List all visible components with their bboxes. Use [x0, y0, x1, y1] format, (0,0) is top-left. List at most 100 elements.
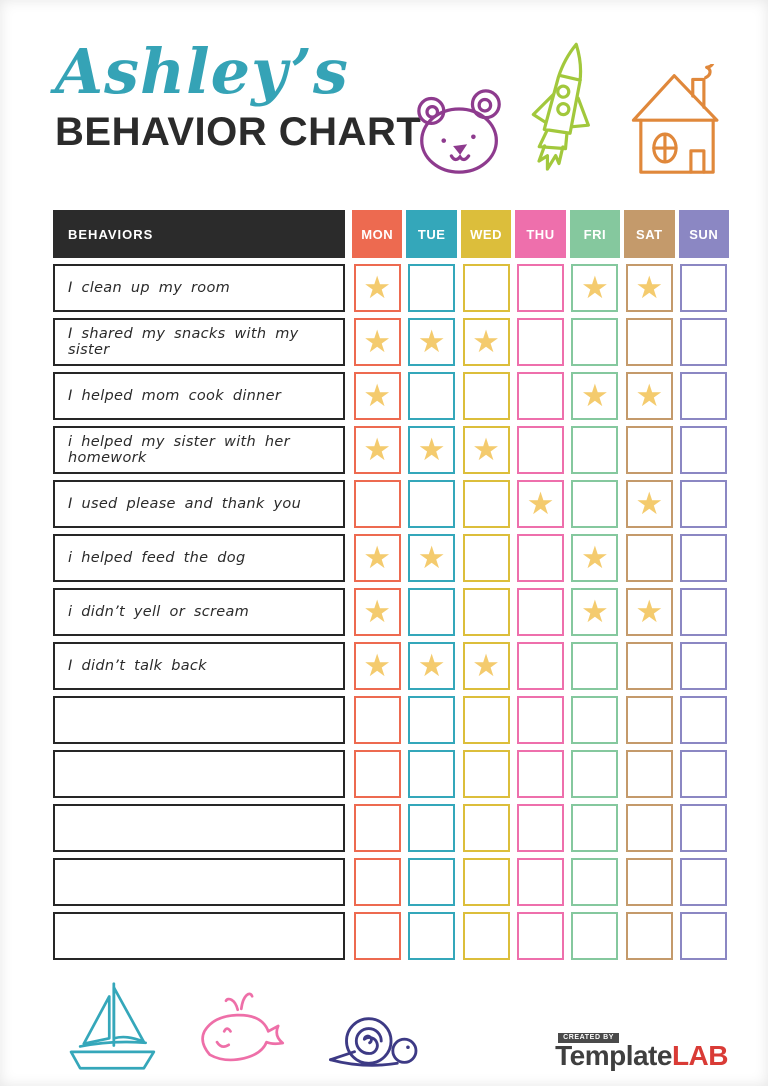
star-cell-tue: [408, 264, 456, 312]
day-slot-fri: ★: [568, 588, 622, 636]
star-cell-wed: [462, 480, 510, 528]
star-cell-wed: [462, 750, 510, 798]
star-icon: ★: [417, 323, 446, 359]
day-header-mon: MON: [352, 210, 403, 258]
star-cell-thu: [516, 858, 564, 906]
star-cell-sun: [680, 696, 728, 744]
day-slot-mon: ★: [350, 588, 404, 636]
day-slot-wed: [459, 858, 513, 906]
day-slot-mon: ★: [350, 426, 404, 474]
table-row: [53, 858, 731, 906]
star-icon: ★: [472, 323, 500, 359]
star-cell-thu: [516, 804, 564, 852]
star-cell-tue: [408, 696, 456, 744]
star-cell-sat: ★: [625, 480, 673, 528]
day-slot-wed: [459, 372, 513, 420]
star-cell-sun: [680, 264, 728, 312]
star-icon: ★: [580, 593, 609, 629]
day-slot-thu: [513, 588, 567, 636]
day-header-sun: SUN: [678, 210, 729, 258]
behavior-chart-table: BEHAVIORS MON TUE WED THU FRI SAT SUN I clean …: [53, 210, 731, 966]
day-slot-mon: [350, 480, 404, 528]
created-by-badge: CREATED BY: [558, 1033, 620, 1043]
brand-logo-text: TemplateLAB: [555, 1042, 728, 1070]
star-cell-sat: ★: [625, 588, 673, 636]
day-slot-sat: [622, 318, 676, 366]
day-slot-sun: [677, 264, 731, 312]
star-cell-thu: ★: [516, 480, 564, 528]
brand-logo: CREATED BY TemplateLAB: [555, 1026, 729, 1070]
star-icon: ★: [417, 539, 446, 575]
day-slot-thu: [513, 372, 567, 420]
star-cell-sat: [625, 642, 673, 690]
table-row: I clean up my room ★ ★ ★: [53, 264, 731, 312]
star-icon: ★: [417, 647, 446, 683]
star-cell-tue: [408, 750, 456, 798]
day-slot-thu: [513, 858, 567, 906]
star-cell-tue: [408, 372, 456, 420]
star-cell-fri: [571, 642, 619, 690]
table-row: [53, 750, 731, 798]
star-icon: ★: [363, 593, 392, 629]
day-slot-thu: [513, 804, 567, 852]
day-header-thu: THU: [515, 210, 566, 258]
star-cell-sun: [680, 372, 728, 420]
page-header: Ashley’s BEHAVIOR CHART: [55, 30, 421, 155]
star-cell-fri: ★: [571, 534, 619, 582]
brand-name-part2: LAB: [671, 1040, 729, 1071]
day-slot-sun: [677, 588, 731, 636]
star-icon: ★: [472, 431, 500, 467]
day-slot-tue: [404, 696, 458, 744]
day-slot-sun: [677, 534, 731, 582]
top-decorations: [412, 40, 728, 182]
day-slot-tue: [404, 372, 458, 420]
day-slot-sat: [622, 534, 676, 582]
day-slot-thu: [513, 642, 567, 690]
behavior-rows: I clean up my room ★ ★ ★ I shared my snacks …: [53, 264, 731, 960]
behavior-label: I helped mom cook dinner: [53, 372, 345, 420]
star-cell-fri: ★: [571, 372, 619, 420]
table-row: [53, 696, 731, 744]
behavior-label: I shared my snacks with my sister: [53, 318, 345, 366]
star-cell-thu: [516, 426, 564, 474]
day-slot-sat: [622, 696, 676, 744]
behavior-label: i helped my sister with her homework: [53, 426, 345, 474]
day-slot-tue: ★: [404, 318, 458, 366]
star-cell-mon: ★: [353, 642, 401, 690]
day-slot-fri: [568, 480, 622, 528]
day-slot-tue: [404, 804, 458, 852]
star-cell-wed: [462, 534, 510, 582]
day-slot-fri: ★: [568, 534, 622, 582]
day-slot-tue: ★: [404, 534, 458, 582]
star-cell-fri: [571, 750, 619, 798]
day-slot-thu: [513, 696, 567, 744]
star-cell-sat: [625, 426, 673, 474]
star-cell-wed: [462, 804, 510, 852]
star-cell-mon: [353, 804, 401, 852]
star-icon: ★: [580, 377, 609, 413]
day-slot-sun: [677, 804, 731, 852]
table-row: I helped mom cook dinner ★ ★ ★: [53, 372, 731, 420]
day-slot-sun: [677, 912, 731, 960]
star-cell-sat: ★: [625, 372, 673, 420]
day-slot-sun: [677, 318, 731, 366]
day-slot-sat: ★: [622, 480, 676, 528]
star-cell-mon: [353, 858, 401, 906]
star-cell-mon: [353, 696, 401, 744]
day-slot-wed: [459, 264, 513, 312]
sailboat-icon: [62, 978, 162, 1074]
day-slot-mon: ★: [350, 642, 404, 690]
day-slot-fri: [568, 318, 622, 366]
star-cell-fri: [571, 912, 619, 960]
day-slot-sat: [622, 804, 676, 852]
star-cell-fri: [571, 858, 619, 906]
day-slot-thu: [513, 426, 567, 474]
star-cell-tue: ★: [408, 318, 456, 366]
star-cell-thu: [516, 912, 564, 960]
behavior-label: i didn’t yell or scream: [53, 588, 345, 636]
behavior-label: I used please and thank you: [53, 480, 345, 528]
star-cell-sat: [625, 804, 673, 852]
day-header-sat: SAT: [624, 210, 675, 258]
day-slot-mon: [350, 912, 404, 960]
star-cell-tue: ★: [408, 426, 456, 474]
